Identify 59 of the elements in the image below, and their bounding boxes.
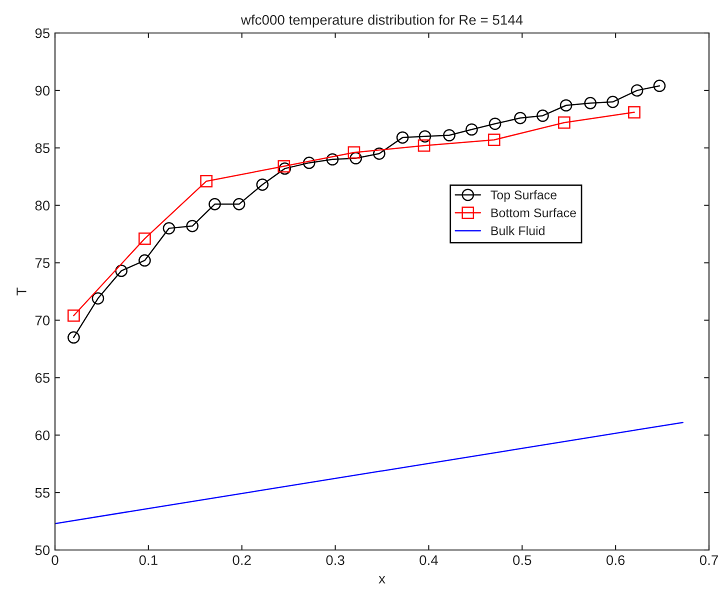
- chart-title: wfc000 temperature distribution for Re = 5144: [240, 14, 523, 28]
- y-tick-label: 85: [35, 143, 50, 154]
- point: [606, 96, 619, 108]
- point: [162, 222, 176, 234]
- x-tick-label: 0.3: [326, 555, 344, 566]
- x-tick-label: 0: [52, 555, 58, 566]
- y-tick-label: 75: [35, 258, 50, 268]
- point: [68, 331, 80, 344]
- y-tick-label: 80: [35, 200, 50, 211]
- x-tick-label: 0.2: [232, 555, 251, 566]
- point: [92, 292, 104, 305]
- point: [232, 198, 246, 210]
- x-tick-label: 0.4: [420, 555, 438, 566]
- legend-label: Bottom Surface: [491, 208, 576, 218]
- point: [186, 220, 199, 232]
- point: [326, 153, 339, 166]
- point: [418, 130, 432, 143]
- y-tick-label: 55: [35, 488, 50, 498]
- point: [256, 178, 269, 191]
- x-axis-title: x: [378, 576, 386, 584]
- y-tick-label: 90: [35, 86, 50, 96]
- point: [514, 112, 526, 124]
- point: [630, 84, 644, 97]
- point: [208, 198, 221, 210]
- point: [200, 175, 213, 188]
- point: [302, 156, 316, 170]
- y-axis-title: T: [16, 288, 26, 296]
- point: [488, 134, 500, 146]
- point: [558, 116, 570, 129]
- y-tick-label: 60: [35, 430, 50, 440]
- point: [396, 131, 409, 144]
- point: [584, 96, 597, 110]
- point: [278, 160, 290, 172]
- point: [115, 264, 128, 277]
- point: [138, 254, 151, 267]
- legend-label: Top Surface: [490, 190, 557, 202]
- y-tick-label: 65: [35, 373, 50, 383]
- legend-label: Bulk Fluid: [491, 226, 544, 236]
- point: [466, 123, 478, 136]
- y-tick-label: 70: [35, 316, 50, 326]
- point: [278, 162, 292, 175]
- point: [348, 146, 360, 159]
- x-tick-label: 0.1: [139, 555, 158, 566]
- point: [350, 152, 362, 164]
- point: [560, 99, 572, 112]
- point: [628, 106, 640, 118]
- point: [418, 139, 430, 152]
- point: [68, 309, 80, 322]
- y-tick-label: 95: [35, 28, 50, 38]
- point: [443, 129, 456, 142]
- x-tick-label: 0.7: [700, 555, 718, 566]
- point: [373, 147, 386, 160]
- point: [536, 110, 549, 122]
- x-tick-label: 0.5: [513, 555, 532, 566]
- point: [138, 232, 151, 245]
- point: [488, 118, 502, 130]
- y-tick-label: 50: [35, 545, 50, 556]
- x-tick-label: 0.6: [606, 555, 625, 566]
- point: [653, 80, 666, 92]
